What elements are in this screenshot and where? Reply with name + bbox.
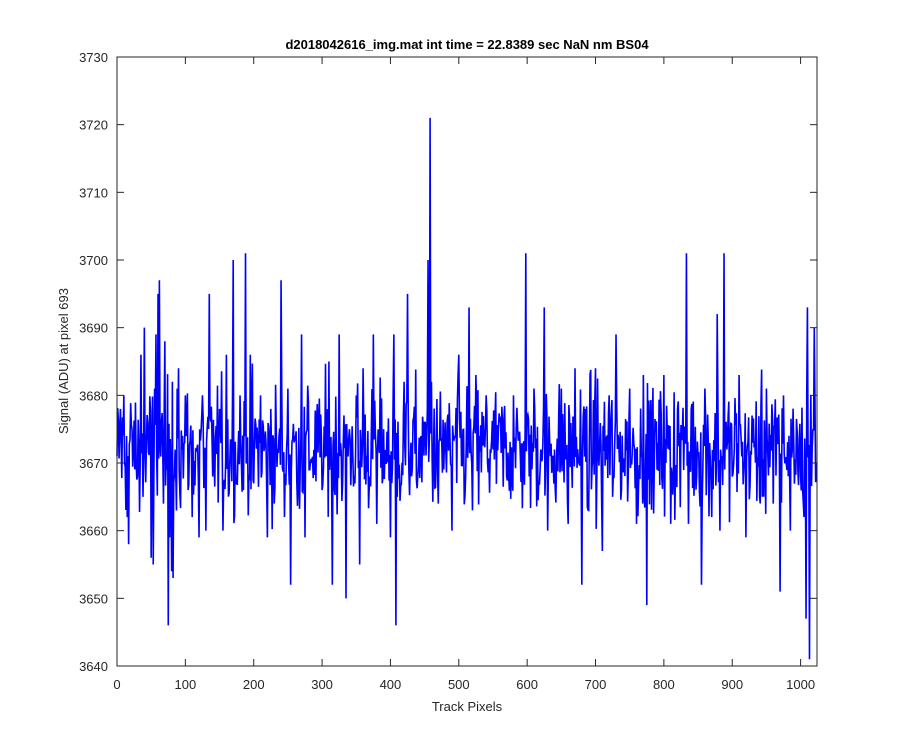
- x-tick-label: 200: [243, 677, 265, 692]
- axes-box: [116, 56, 818, 667]
- y-tick-label: 3660: [79, 524, 108, 539]
- x-tick-label: 900: [721, 677, 743, 692]
- plot-area: [117, 57, 817, 666]
- y-tick-label: 3700: [79, 253, 108, 268]
- y-tick-label: 3710: [79, 185, 108, 200]
- y-axis-label: Signal (ADU) at pixel 693: [56, 288, 71, 434]
- x-axis-label: Track Pixels: [432, 699, 503, 714]
- x-tick-label: 700: [585, 677, 607, 692]
- chart-title: d2018042616_img.mat int time = 22.8389 s…: [285, 37, 649, 52]
- y-tick-label: 3730: [79, 50, 108, 65]
- series-line: [116, 117, 818, 660]
- x-tick-label: 100: [175, 677, 197, 692]
- y-tick-label: 3680: [79, 388, 108, 403]
- y-tick-label: 3690: [79, 321, 108, 336]
- y-tick-label: 3650: [79, 591, 108, 606]
- x-tick-label: 800: [653, 677, 675, 692]
- y-tick-label: 3640: [79, 659, 108, 674]
- x-tick-label: 0: [113, 677, 120, 692]
- y-tick-label: 3720: [79, 118, 108, 133]
- x-tick-label: 300: [311, 677, 333, 692]
- x-tick-label: 1000: [786, 677, 815, 692]
- x-tick-label: 400: [380, 677, 402, 692]
- tick-labels: 0 100 200 300 400 500 600 700 800 900 1000 3640 3650…: [79, 50, 815, 692]
- y-tick-label: 3670: [79, 456, 108, 471]
- ticks-layer: [116, 56, 817, 667]
- data-layer: [116, 117, 818, 660]
- x-tick-label: 600: [516, 677, 538, 692]
- x-tick-label: 500: [448, 677, 470, 692]
